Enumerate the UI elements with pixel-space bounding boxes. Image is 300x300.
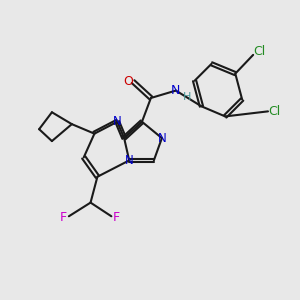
Text: O: O <box>124 75 134 88</box>
Text: N: N <box>158 132 167 145</box>
Text: Cl: Cl <box>268 105 281 118</box>
Text: N: N <box>171 84 181 97</box>
Text: H: H <box>183 92 191 102</box>
Text: N: N <box>113 115 122 128</box>
Text: F: F <box>60 211 67 224</box>
Text: Cl: Cl <box>254 45 266 58</box>
Text: F: F <box>113 211 120 224</box>
Text: N: N <box>125 154 134 167</box>
